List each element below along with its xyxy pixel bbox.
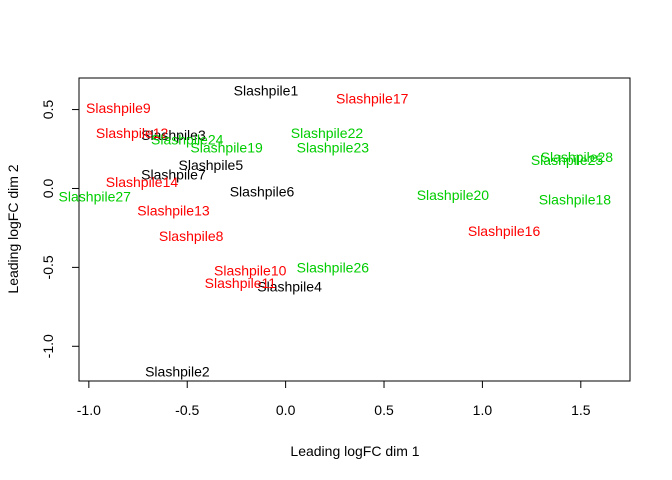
x-tick-label: 1.0 [473, 402, 493, 418]
point-label-slashpile2: Slashpile2 [145, 364, 210, 380]
point-label-slashpile18: Slashpile18 [539, 192, 612, 208]
point-label-slashpile24: Slashpile24 [151, 132, 224, 148]
point-label-slashpile4: Slashpile4 [257, 278, 322, 294]
y-axis: -1.0 -0.5 0.0 0.5 [40, 100, 80, 358]
point-label-slashpile7: Slashpile7 [141, 166, 206, 182]
y-tick-label: 0.0 [40, 179, 56, 199]
point-label-slashpile28: Slashpile28 [541, 149, 614, 165]
x-axis-title: Leading logFC dim 1 [290, 443, 419, 459]
y-tick-label: -1.0 [40, 334, 56, 358]
point-label-slashpile23: Slashpile23 [297, 139, 370, 155]
y-axis-title: Leading logFC dim 2 [5, 164, 21, 293]
point-label-slashpile5: Slashpile5 [179, 157, 244, 173]
point-label-slashpile25: Slashpile25 [531, 152, 604, 168]
point-labels: Slashpile1 Slashpile2 Slashpile3 Slashpile4… [59, 83, 614, 380]
point-label-slashpile27: Slashpile27 [59, 188, 132, 204]
point-label-slashpile22: Slashpile22 [291, 125, 364, 141]
point-label-slashpile14: Slashpile14 [106, 174, 179, 190]
y-tick-label: -0.5 [40, 255, 56, 279]
point-label-slashpile13: Slashpile13 [137, 203, 210, 219]
point-label-slashpile3: Slashpile3 [141, 127, 206, 143]
point-label-slashpile1: Slashpile1 [234, 83, 299, 99]
x-axis: -1.0 -0.5 0.0 0.5 1.0 1.5 [77, 380, 591, 418]
x-tick-label: 1.5 [571, 402, 591, 418]
point-label-slashpile16: Slashpile16 [468, 223, 541, 239]
point-label-slashpile12: Slashpile12 [96, 125, 169, 141]
point-label-slashpile19: Slashpile19 [190, 139, 263, 155]
x-tick-label: -0.5 [175, 402, 199, 418]
point-label-slashpile17: Slashpile17 [336, 91, 409, 107]
x-tick-label: -1.0 [77, 402, 101, 418]
point-label-slashpile10: Slashpile10 [214, 263, 287, 279]
point-label-slashpile20: Slashpile20 [417, 187, 490, 203]
y-tick-label: 0.5 [40, 100, 56, 120]
point-label-slashpile6: Slashpile6 [230, 184, 295, 200]
point-label-slashpile26: Slashpile26 [297, 259, 370, 275]
x-tick-label: 0.0 [276, 402, 296, 418]
x-tick-label: 0.5 [374, 402, 394, 418]
point-label-slashpile9: Slashpile9 [86, 100, 151, 116]
point-label-slashpile11: Slashpile11 [205, 275, 277, 291]
point-label-slashpile8: Slashpile8 [159, 228, 224, 244]
